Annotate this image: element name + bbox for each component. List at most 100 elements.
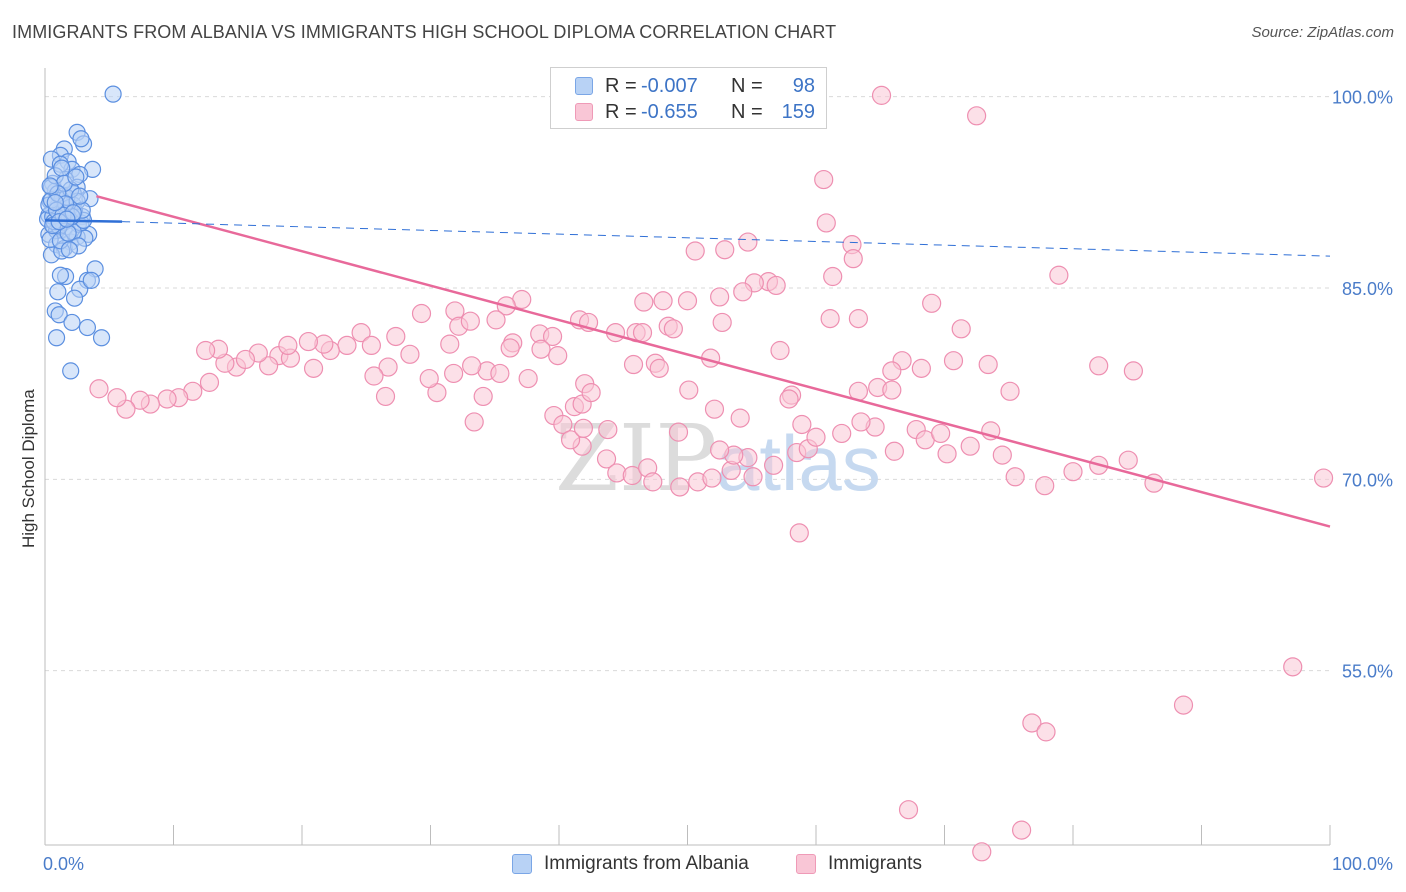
albania-point xyxy=(53,159,71,177)
immigrants-point xyxy=(596,449,617,469)
immigrants-point xyxy=(378,357,398,377)
albania-point xyxy=(46,193,64,212)
immigrants-point xyxy=(440,334,460,354)
immigrants-point xyxy=(814,169,834,190)
albania-point xyxy=(49,283,67,301)
immigrants-point xyxy=(235,349,256,370)
bottom-legend-swatch-albania xyxy=(512,854,532,874)
immigrants-point xyxy=(882,361,902,381)
immigrants-point xyxy=(832,423,852,444)
immigrants-point xyxy=(1313,468,1334,488)
albania-point xyxy=(62,362,80,380)
watermark: ZIP atlas xyxy=(555,405,881,512)
immigrants-point xyxy=(643,472,663,492)
chart-title: IMMIGRANTS FROM ALBANIA VS IMMIGRANTS HI… xyxy=(12,22,837,42)
legend-swatch-immigrants xyxy=(575,103,593,121)
immigrants-point xyxy=(1000,381,1020,401)
albania-point xyxy=(51,266,70,284)
bottom-legend-swatch-immigrants xyxy=(796,854,816,874)
immigrants-point xyxy=(486,310,506,330)
immigrants-point xyxy=(743,467,763,487)
y-tick-label: 85.0% xyxy=(1342,279,1393,299)
immigrants-point xyxy=(1123,361,1143,381)
immigrants-point xyxy=(623,354,644,375)
legend-row-immigrants: R = -0.655 N = 159 xyxy=(575,100,815,124)
immigrants-point xyxy=(1063,462,1083,482)
immigrants-point xyxy=(278,335,298,355)
immigrants-point xyxy=(871,85,892,105)
albania-point xyxy=(65,289,84,307)
immigrants-point xyxy=(730,408,750,428)
immigrants-point xyxy=(668,422,689,442)
legend-n-value-albania: 98 xyxy=(792,74,815,97)
immigrants-point xyxy=(303,358,324,378)
albania-point xyxy=(92,329,111,347)
immigrants-point xyxy=(199,372,220,392)
y-tick-label: 100.0% xyxy=(1332,88,1393,108)
immigrants-point xyxy=(679,380,699,400)
immigrants-point xyxy=(632,323,653,343)
immigrants-point xyxy=(848,309,869,329)
albania-point xyxy=(41,177,59,195)
albania-point xyxy=(47,329,66,347)
immigrants-point xyxy=(157,389,177,409)
immigrants-point xyxy=(820,309,840,329)
immigrants-point xyxy=(884,441,904,461)
albania-point xyxy=(60,241,79,259)
immigrants-point xyxy=(130,390,150,410)
immigrants-point xyxy=(1005,467,1025,487)
immigrants-point xyxy=(738,232,758,252)
immigrants-point xyxy=(89,379,109,399)
immigrants-point xyxy=(960,436,980,456)
correlation-legend: R = -0.007 N = 98 R = -0.655 N = 159 xyxy=(550,67,827,129)
immigrants-point xyxy=(882,380,902,400)
immigrants-point xyxy=(375,386,396,407)
albania-trend-extension xyxy=(122,221,1331,257)
albania-point xyxy=(104,85,122,103)
immigrants-point xyxy=(107,388,127,408)
immigrants-point xyxy=(542,326,563,347)
immigrants-point xyxy=(518,368,538,389)
albania-point xyxy=(63,313,81,332)
immigrants-point xyxy=(1036,722,1056,742)
immigrants-point xyxy=(553,414,573,435)
immigrants-point xyxy=(937,444,957,464)
immigrants-point xyxy=(1022,713,1042,733)
immigrants-point xyxy=(677,291,698,311)
immigrants-point xyxy=(943,351,964,371)
immigrants-trend-line xyxy=(96,194,1331,528)
immigrants-point xyxy=(663,319,683,339)
immigrants-point xyxy=(898,800,919,820)
albania-point xyxy=(67,168,85,186)
immigrants-point xyxy=(712,312,732,333)
immigrants-point xyxy=(770,340,790,361)
x-tick-label: 100.0% xyxy=(1332,854,1393,874)
immigrants-point xyxy=(816,213,836,233)
immigrants-point xyxy=(1011,820,1032,840)
immigrants-point xyxy=(1049,265,1069,285)
immigrants-point xyxy=(978,354,998,375)
immigrants-point xyxy=(548,346,568,366)
immigrants-point xyxy=(386,326,406,347)
immigrants-point xyxy=(462,356,482,376)
immigrants-point xyxy=(1118,450,1138,470)
immigrants-point xyxy=(922,293,942,313)
legend-n-label: N = xyxy=(731,74,763,97)
immigrants-point xyxy=(992,445,1012,465)
y-axis-label: High School Diploma xyxy=(19,389,38,548)
y-tick-label: 70.0% xyxy=(1342,470,1393,490)
bottom-legend-label-albania: Immigrants from Albania xyxy=(544,853,749,874)
immigrants-point xyxy=(598,419,618,440)
immigrants-point xyxy=(196,340,216,361)
immigrants-point xyxy=(400,344,420,364)
immigrants-point xyxy=(733,282,753,302)
immigrants-point xyxy=(622,465,642,486)
immigrants-point xyxy=(573,418,594,438)
immigrants-point xyxy=(531,339,551,359)
immigrants-point xyxy=(843,249,863,269)
immigrants-point xyxy=(823,266,843,287)
legend-r-value-immigrants: -0.655 xyxy=(641,100,698,123)
immigrants-point xyxy=(931,423,951,444)
albania-point xyxy=(82,271,100,289)
